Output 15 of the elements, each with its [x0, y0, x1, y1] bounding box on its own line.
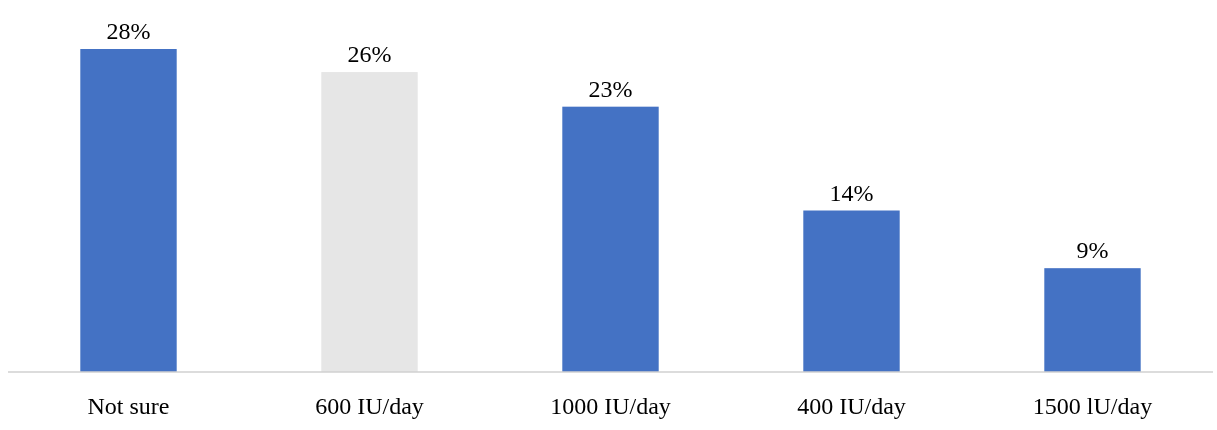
bar: [803, 210, 900, 372]
data-label: 26%: [347, 41, 392, 68]
bar: [321, 72, 418, 372]
x-tick-label: 1000 IU/day: [550, 393, 671, 419]
x-tick-label: Not sure: [87, 393, 170, 419]
data-label: 28%: [106, 18, 151, 44]
x-tick-label: 1500 lU/day: [1032, 393, 1153, 419]
bar: [80, 49, 177, 372]
bar: [562, 106, 659, 372]
data-label: 23%: [588, 75, 633, 102]
data-label: 14%: [829, 179, 874, 206]
x-tick-label: 600 IU/day: [315, 393, 424, 419]
x-tick-label: 400 IU/day: [797, 393, 906, 419]
bar: [1044, 268, 1141, 372]
data-label: 9%: [1076, 237, 1109, 264]
